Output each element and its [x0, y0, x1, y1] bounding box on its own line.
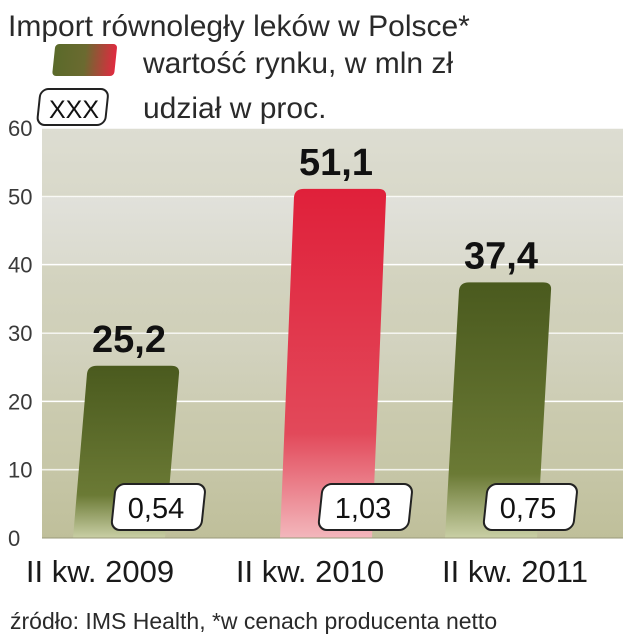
bar-value-label: 51,1: [299, 142, 373, 184]
bar-value-label: 25,2: [92, 319, 166, 361]
y-tick-label: 40: [8, 253, 32, 278]
x-tick-label: II kw. 2011: [442, 554, 588, 589]
y-tick-label: 0: [8, 526, 20, 551]
x-tick-label: II kw. 2010: [236, 554, 384, 589]
bar: [280, 188, 387, 539]
share-box: [482, 483, 578, 531]
share-box: [317, 483, 413, 531]
share-label: 1,03: [335, 493, 391, 525]
legend-share-label: udział w proc.: [143, 92, 326, 125]
y-tick-label: 20: [8, 389, 32, 414]
x-axis: II kw. 2009 II kw. 2010 II kw. 2011: [26, 554, 588, 589]
bar: [445, 282, 552, 538]
legend-share-box-text: XXX: [49, 96, 99, 124]
y-tick-label: 30: [8, 321, 32, 346]
y-tick-label: 60: [8, 116, 32, 141]
x-tick-label: II kw. 2009: [26, 554, 174, 589]
legend-value-label: wartość rynku, w mln zł: [142, 47, 453, 80]
share-box: [110, 483, 206, 531]
y-tick-label: 10: [8, 458, 32, 483]
legend: wartość rynku, w mln zł XXX udział w pro…: [36, 44, 453, 126]
share-label: 0,54: [128, 493, 184, 525]
grid-band: [42, 128, 623, 197]
share-label: 0,75: [500, 493, 556, 525]
y-axis: 0 10 20 30 40 50 60: [8, 116, 32, 551]
chart-title: Import równoległy leków w Polsce*: [8, 10, 470, 43]
bar-value-label: 37,4: [464, 235, 538, 277]
y-tick-label: 50: [8, 184, 32, 209]
legend-share-box: [36, 88, 109, 126]
source-note: źródło: IMS Health, *w cenach producenta…: [10, 608, 497, 634]
bars: 25,2 0,54 51,1 1,03 37,4 0,75: [42, 142, 623, 539]
legend-value-swatch: [52, 44, 117, 76]
